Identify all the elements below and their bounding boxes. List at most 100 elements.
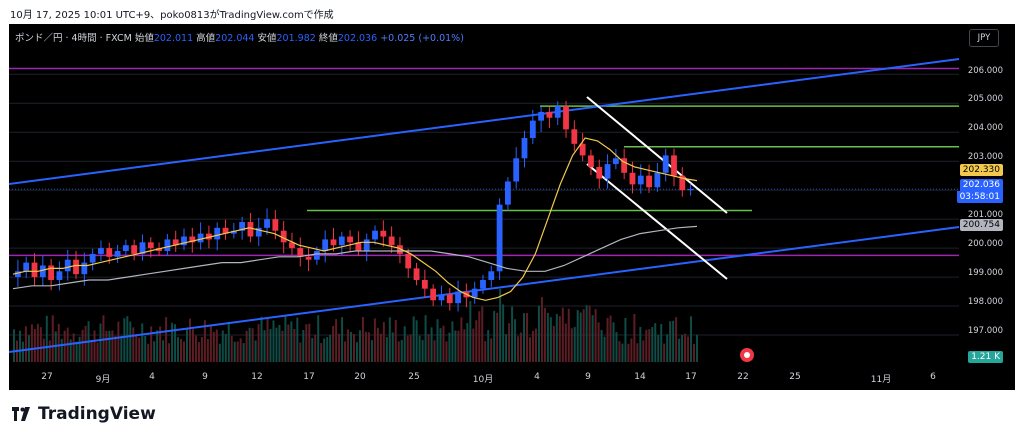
volume-bar xyxy=(687,336,690,362)
volume-bar xyxy=(230,335,233,362)
x-tick: 22 xyxy=(737,372,749,382)
candle-body xyxy=(31,262,38,278)
y-tick: 197.000 xyxy=(967,326,1003,336)
candle-body xyxy=(538,111,545,121)
volume-bar xyxy=(684,333,687,362)
volume-bar xyxy=(603,336,606,362)
candle-body xyxy=(164,239,171,252)
volume-bar xyxy=(642,340,645,362)
volume-bar xyxy=(224,333,227,362)
x-tick: 27 xyxy=(41,372,53,382)
volume-bar xyxy=(33,329,36,362)
volume-bar xyxy=(606,317,609,362)
candle-body xyxy=(347,236,354,243)
volume-bar xyxy=(436,319,439,362)
volume-bar xyxy=(406,335,409,362)
volume-bar xyxy=(248,327,251,362)
volume-bar xyxy=(472,328,475,362)
x-tick: 17 xyxy=(685,372,697,382)
volume-bar xyxy=(242,343,245,362)
candle-body xyxy=(222,227,229,234)
volume-bar xyxy=(90,339,93,362)
chart-panel[interactable]: ポンド／円 · 4時間 · FXCM 始値202.011 高値202.044 安… xyxy=(9,24,1015,390)
y-tick: 200.000 xyxy=(967,239,1003,249)
candle-body xyxy=(272,219,279,231)
x-tick: 14 xyxy=(634,372,646,382)
tradingview-wordmark: TradingView xyxy=(38,404,156,424)
volume-bar xyxy=(302,329,305,362)
candle-body xyxy=(206,233,212,240)
candle-body xyxy=(48,265,55,280)
volume-bar xyxy=(36,323,39,362)
volume-bar xyxy=(457,330,460,362)
volume-bar xyxy=(317,315,320,362)
volume-bar xyxy=(72,333,75,362)
volume-bar xyxy=(546,312,549,362)
candle-body xyxy=(131,245,138,254)
volume-bar xyxy=(93,330,96,362)
volume-bar xyxy=(180,338,183,362)
alert-icon-dot xyxy=(744,352,750,358)
volume-bar xyxy=(275,327,278,362)
volume-bar xyxy=(442,325,445,362)
volume-bar xyxy=(612,322,615,362)
volume-bar xyxy=(499,288,502,362)
volume-bar xyxy=(657,334,660,362)
volume-bar xyxy=(84,325,87,362)
channel-lower-line xyxy=(9,226,960,353)
volume-bar xyxy=(597,322,600,362)
volume-bar xyxy=(639,327,642,362)
candle-body xyxy=(388,236,395,246)
volume-bar xyxy=(493,310,496,362)
ma-fast-line xyxy=(12,137,698,301)
volume-bar xyxy=(564,323,567,362)
volume-bar xyxy=(427,333,430,362)
volume-bar xyxy=(514,319,517,362)
candle-body xyxy=(23,262,30,272)
candle-body xyxy=(662,155,669,173)
volume-bar xyxy=(305,324,308,362)
candle-body xyxy=(247,222,254,237)
volume-bar xyxy=(496,312,499,362)
candle-body xyxy=(513,158,520,182)
volume-bar xyxy=(81,329,84,362)
candle-body xyxy=(521,138,528,159)
volume-bar xyxy=(200,337,203,362)
volume-bar xyxy=(30,324,33,362)
currency-button[interactable]: JPY xyxy=(969,29,999,47)
candle-body xyxy=(588,155,594,167)
x-tick: 11月 xyxy=(870,375,892,385)
x-tick: 6 xyxy=(930,372,936,382)
volume-bar xyxy=(412,316,415,362)
volume-bar xyxy=(573,327,576,362)
x-tick: 20 xyxy=(354,372,366,382)
volume-bar xyxy=(511,306,514,362)
volume-bar xyxy=(669,321,672,362)
candle-body xyxy=(255,227,262,237)
volume-bar xyxy=(376,327,379,362)
volume-bar xyxy=(364,331,367,362)
candle-body xyxy=(322,239,329,252)
volume-bar xyxy=(451,321,454,362)
candle-body xyxy=(313,251,320,260)
volume-bar xyxy=(502,304,505,362)
candle-body xyxy=(147,242,154,249)
volume-bar xyxy=(203,320,206,362)
volume-bar xyxy=(421,340,424,362)
volume-bar xyxy=(42,338,45,362)
volume-bar xyxy=(666,334,669,362)
volume-bar xyxy=(126,316,129,362)
candle-body xyxy=(504,181,511,205)
candlestick-chart[interactable] xyxy=(9,24,1015,390)
candle-body xyxy=(679,175,686,191)
volume-bar xyxy=(403,326,406,362)
symbol-name[interactable]: ポンド／円 · 4時間 · FXCM xyxy=(15,33,132,44)
volume-bar xyxy=(308,323,311,362)
volume-bar xyxy=(445,341,448,362)
volume-bar xyxy=(117,321,120,362)
volume-bar xyxy=(105,330,108,362)
volume-bar xyxy=(96,342,99,362)
volume-bar xyxy=(693,343,696,362)
volume-bar xyxy=(361,316,364,362)
volume-bar xyxy=(13,329,15,362)
